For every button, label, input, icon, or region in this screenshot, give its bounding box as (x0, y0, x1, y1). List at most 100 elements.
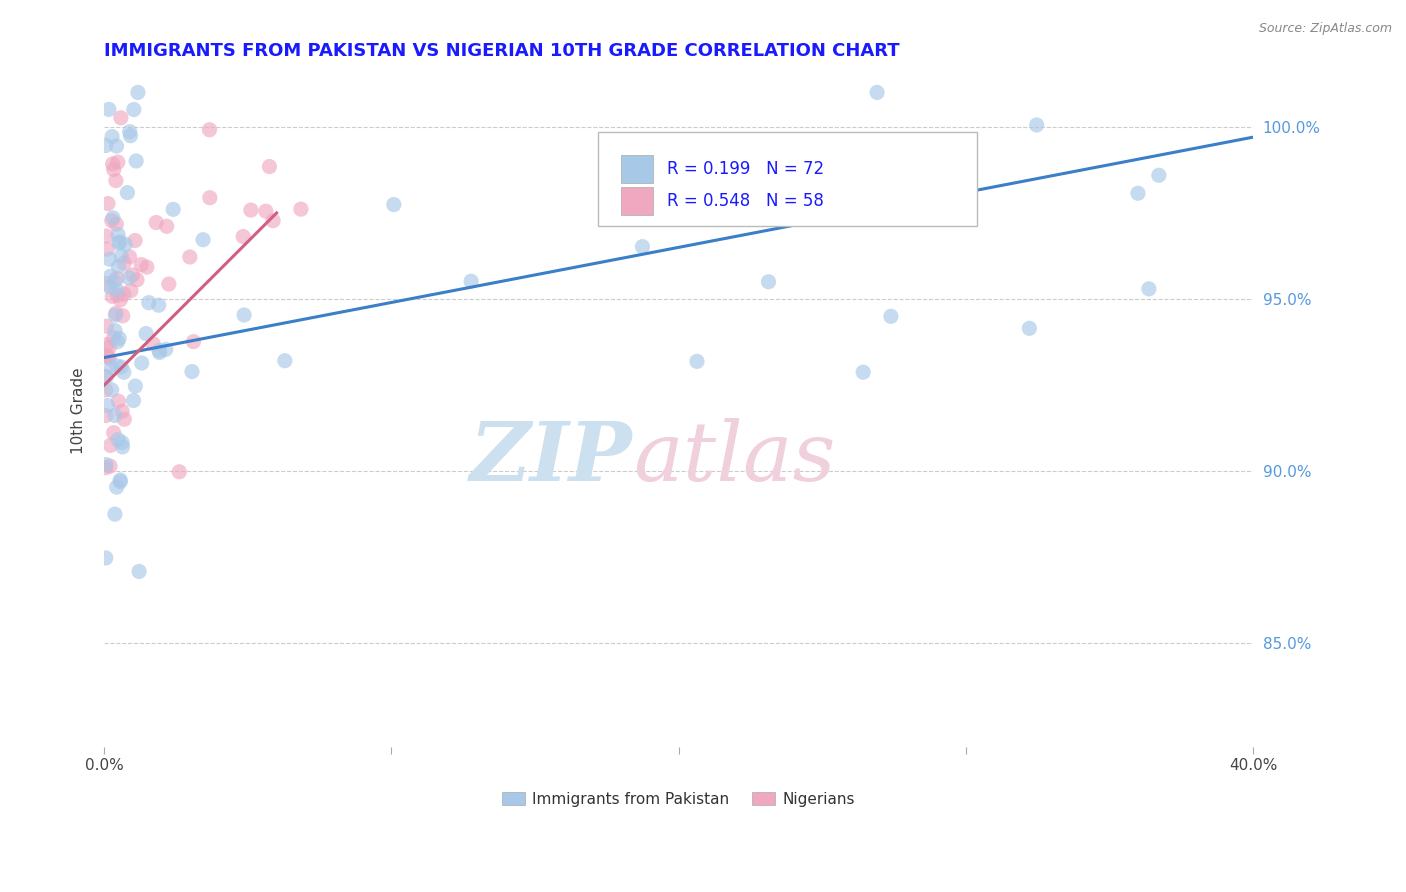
Point (112, 256, 135, 270)
Text: IMMIGRANTS FROM PAKISTAN VS NIGERIAN 10TH GRADE CORRELATION CHART: IMMIGRANTS FROM PAKISTAN VS NIGERIAN 10T… (104, 42, 900, 60)
Y-axis label: 10th Grade: 10th Grade (72, 368, 86, 454)
Point (94, 458, 117, 472)
Point (112, 287, 135, 301)
Point (94, 409, 117, 423)
Point (111, 440, 134, 454)
Point (125, 153, 148, 168)
Point (100, 213, 122, 227)
Point (1025, 118, 1047, 132)
Point (103, 162, 125, 177)
Point (105, 217, 128, 231)
Point (125, 273, 148, 287)
Point (105, 359, 128, 373)
Point (107, 334, 129, 349)
Point (97, 196, 120, 211)
Point (631, 240, 654, 254)
Point (98, 340, 121, 354)
Point (104, 308, 127, 322)
FancyBboxPatch shape (598, 132, 977, 227)
Point (107, 155, 129, 169)
Point (111, 404, 134, 418)
Point (155, 343, 177, 357)
Point (97, 103, 120, 117)
FancyBboxPatch shape (621, 187, 654, 215)
Point (111, 309, 134, 323)
Point (104, 409, 127, 423)
Point (129, 258, 152, 272)
Point (120, 128, 142, 143)
Point (98, 252, 121, 267)
Point (118, 125, 141, 139)
Point (191, 233, 214, 247)
Point (94, 277, 117, 291)
Point (110, 475, 132, 489)
Point (852, 365, 875, 379)
Point (382, 197, 405, 211)
Point (122, 103, 145, 117)
Point (131, 356, 153, 370)
Text: R = 0.548   N = 58: R = 0.548 N = 58 (668, 192, 824, 211)
FancyBboxPatch shape (621, 154, 654, 183)
Point (100, 438, 122, 452)
Point (94, 550, 117, 565)
Point (148, 345, 170, 359)
Point (112, 412, 135, 426)
Point (105, 271, 128, 285)
Point (124, 234, 146, 248)
Point (98, 269, 121, 284)
Point (262, 213, 284, 227)
Point (118, 270, 141, 285)
Point (97, 399, 120, 413)
Point (110, 111, 132, 125)
Point (138, 295, 160, 310)
Point (100, 360, 122, 375)
Point (107, 235, 129, 250)
Point (254, 204, 277, 219)
Point (105, 139, 128, 153)
Point (117, 186, 139, 200)
Point (686, 354, 709, 368)
Point (94, 383, 117, 397)
Point (127, 86, 149, 100)
Point (460, 274, 482, 288)
Point (233, 308, 256, 322)
Point (107, 288, 129, 302)
Point (107, 433, 129, 447)
Point (1147, 168, 1170, 182)
Point (98, 351, 121, 366)
Point (101, 211, 124, 225)
Point (104, 324, 127, 338)
Point (198, 122, 221, 136)
Point (181, 365, 204, 379)
Point (135, 326, 157, 341)
Point (148, 298, 170, 312)
Point (103, 274, 125, 288)
Point (101, 289, 124, 303)
Point (110, 473, 132, 487)
Point (110, 249, 132, 263)
Point (103, 425, 125, 440)
Point (183, 334, 205, 349)
Point (105, 284, 128, 298)
Point (758, 275, 780, 289)
Point (96, 337, 118, 351)
Point (108, 235, 131, 249)
Point (94, 369, 117, 384)
Point (94, 138, 117, 153)
Point (110, 293, 132, 307)
Point (105, 480, 128, 494)
Point (142, 336, 165, 351)
Point (259, 160, 281, 174)
Point (290, 202, 312, 216)
Point (96, 242, 118, 256)
Point (96, 319, 118, 334)
Point (135, 260, 157, 274)
Point (107, 260, 129, 274)
Point (111, 435, 134, 450)
Point (239, 203, 262, 218)
Point (98, 459, 121, 474)
Point (98, 280, 121, 294)
Point (156, 219, 179, 234)
Point (179, 250, 201, 264)
Point (114, 237, 136, 252)
